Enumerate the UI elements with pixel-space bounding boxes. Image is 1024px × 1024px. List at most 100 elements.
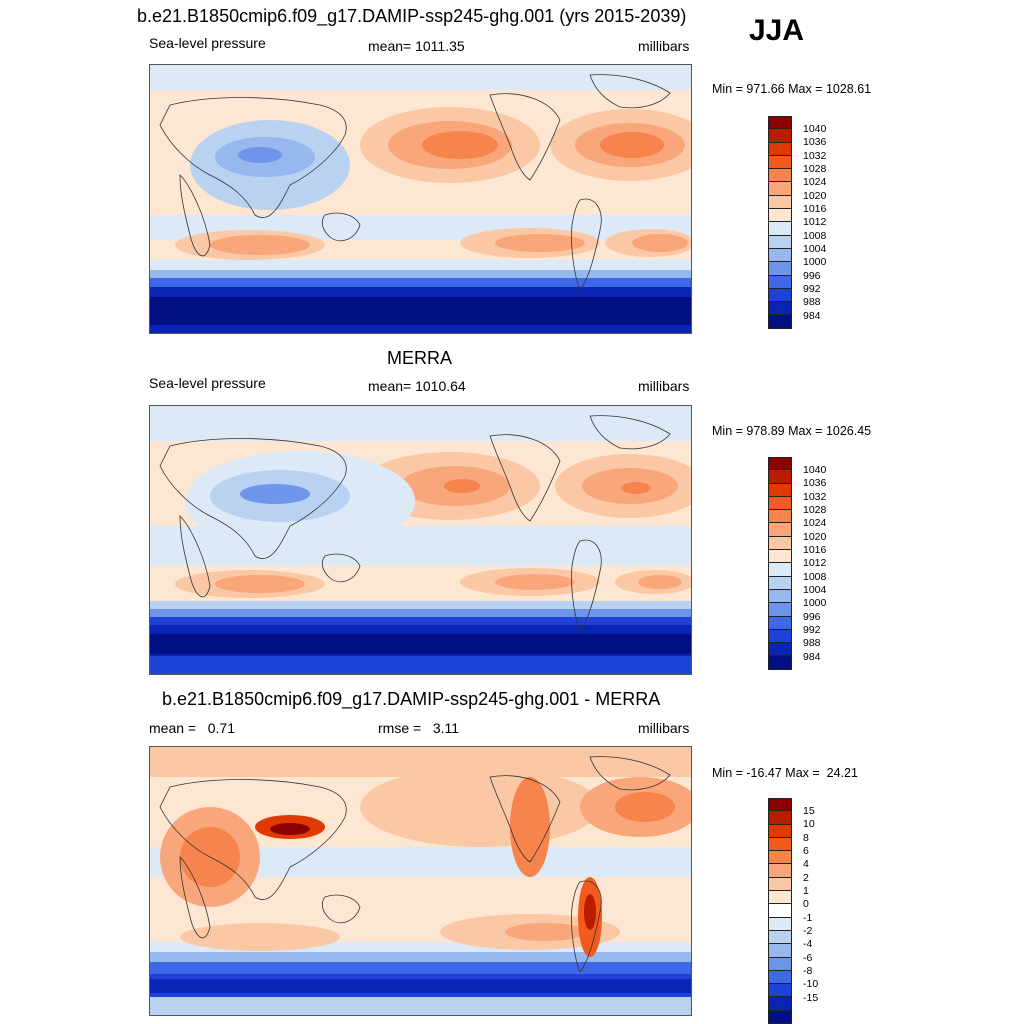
colorbar-swatch <box>768 957 792 971</box>
panel-2-variable-label: Sea-level pressure <box>149 375 266 391</box>
panel-3-map <box>149 746 692 1016</box>
colorbar-swatch <box>768 129 792 143</box>
panel-2-colorbar-label: 1008 <box>803 571 827 583</box>
colorbar-swatch <box>768 457 792 471</box>
colorbar-swatch <box>768 235 792 249</box>
colorbar-swatch <box>768 904 792 918</box>
colorbar-swatch <box>768 483 792 497</box>
panel-1-colorbar-label: 1028 <box>803 163 827 175</box>
colorbar-swatch <box>768 155 792 170</box>
panel-1-colorbar-label: 1036 <box>803 136 827 148</box>
colorbar-swatch <box>768 470 792 484</box>
panel-2-title: MERRA <box>387 348 453 368</box>
colorbar-swatch <box>768 930 792 945</box>
colorbar-swatch <box>768 851 792 865</box>
colorbar-swatch <box>768 195 792 210</box>
panel-3-colorbar-label: -4 <box>803 938 813 950</box>
panel-1-map-plot <box>150 65 691 333</box>
colorbar-swatch <box>768 523 792 537</box>
panel-1-minmax: Min = 971.66 Max = 1028.61 <box>712 82 872 96</box>
panel-3-units-label: millibars <box>638 720 690 736</box>
colorbar-swatch <box>768 891 792 905</box>
panel-3-colorbar <box>768 798 792 1024</box>
panel-2-colorbar <box>768 457 792 670</box>
panel-1-mean-label: mean= 1011.35 <box>368 38 465 54</box>
colorbar-swatch <box>768 944 792 958</box>
panel-3-map-plot <box>150 747 691 1015</box>
panel-3-colorbar-label: 1 <box>803 885 809 897</box>
colorbar-swatch <box>768 222 792 236</box>
panel-2-colorbar-label: 1012 <box>803 557 827 569</box>
panel-2-colorbar-label: 1020 <box>803 531 827 543</box>
panel-1-colorbar-label: 988 <box>803 296 821 308</box>
panel-1-colorbar <box>768 116 792 329</box>
panel-2-colorbar-label: 1032 <box>803 491 827 503</box>
panel-2-colorbar-label: 1040 <box>803 464 827 476</box>
panel-3-colorbar-label: 2 <box>803 872 809 884</box>
colorbar-swatch <box>768 629 792 644</box>
panel-3-colorbar-label: -1 <box>803 912 813 924</box>
panel-3-title: b.e21.B1850cmip6.f09_g17.DAMIP-ssp245-gh… <box>162 689 661 709</box>
panel-3-colorbar-label: 8 <box>803 832 809 844</box>
colorbar-swatch <box>768 864 792 878</box>
panel-2-colorbar-label: 1028 <box>803 504 827 516</box>
colorbar-swatch <box>768 877 792 892</box>
panel-1-colorbar-label: 1020 <box>803 190 827 202</box>
colorbar-swatch <box>768 536 792 551</box>
panel-2-colorbar-label: 988 <box>803 637 821 649</box>
panel-2-mean-label: mean= 1010.64 <box>368 378 466 394</box>
panel-1-colorbar-label: 1016 <box>803 203 827 215</box>
panel-1-colorbar-label: 1032 <box>803 150 827 162</box>
colorbar-swatch <box>768 1010 792 1024</box>
colorbar-swatch <box>768 643 792 657</box>
colorbar-swatch <box>768 603 792 617</box>
panel-1-colorbar-label: 992 <box>803 283 821 295</box>
colorbar-swatch <box>768 917 792 931</box>
colorbar-swatch <box>768 837 792 852</box>
panel-2-map-plot <box>150 406 691 674</box>
panel-3-colorbar-label: 10 <box>803 818 815 830</box>
panel-2-colorbar-label: 1016 <box>803 544 827 556</box>
colorbar-swatch <box>768 811 792 825</box>
colorbar-swatch <box>768 169 792 183</box>
colorbar-swatch <box>768 656 792 670</box>
colorbar-swatch <box>768 209 792 223</box>
panel-1-units-label: millibars <box>638 38 690 54</box>
panel-2-colorbar-label: 984 <box>803 651 821 663</box>
panel-1-colorbar-label: 1024 <box>803 176 827 188</box>
colorbar-swatch <box>768 824 792 838</box>
colorbar-swatch <box>768 182 792 196</box>
season-label: JJA <box>749 14 805 47</box>
panel-3-colorbar-label: 15 <box>803 805 815 817</box>
colorbar-swatch <box>768 970 792 985</box>
panel-3-colorbar-label: -10 <box>803 978 819 990</box>
panel-1-map <box>149 64 692 334</box>
panel-3-colorbar-label: -2 <box>803 925 813 937</box>
colorbar-swatch <box>768 510 792 524</box>
panel-1-colorbar-label: 1000 <box>803 256 827 268</box>
colorbar-swatch <box>768 288 792 303</box>
panel-3-colorbar-label: 6 <box>803 845 809 857</box>
colorbar-swatch <box>768 248 792 263</box>
panel-2-colorbar-label: 1000 <box>803 597 827 609</box>
panel-1-title: b.e21.B1850cmip6.f09_g17.DAMIP-ssp245-gh… <box>137 6 687 26</box>
colorbar-swatch <box>768 116 792 130</box>
colorbar-swatch <box>768 315 792 329</box>
colorbar-swatch <box>768 997 792 1011</box>
panel-3-colorbar-label: -6 <box>803 952 813 964</box>
panel-1-colorbar-label: 984 <box>803 310 821 322</box>
panel-3-rmse-label: rmse = 3.11 <box>378 720 460 736</box>
panel-1-colorbar-label: 1008 <box>803 230 827 242</box>
colorbar-swatch <box>768 262 792 276</box>
panel-2-colorbar-label: 1004 <box>803 584 827 596</box>
panel-1-colorbar-label: 1012 <box>803 216 827 228</box>
colorbar-swatch <box>768 142 792 156</box>
panel-2-units-label: millibars <box>638 378 690 394</box>
colorbar-swatch <box>768 589 792 604</box>
panel-3-colorbar-label: 0 <box>803 898 809 910</box>
panel-2-colorbar-label: 992 <box>803 624 821 636</box>
panel-3-minmax: Min = -16.47 Max = 24.21 <box>712 766 858 780</box>
panel-3-colorbar-label: 4 <box>803 858 809 870</box>
panel-2-colorbar-label: 1024 <box>803 517 827 529</box>
panel-2-map <box>149 405 692 675</box>
